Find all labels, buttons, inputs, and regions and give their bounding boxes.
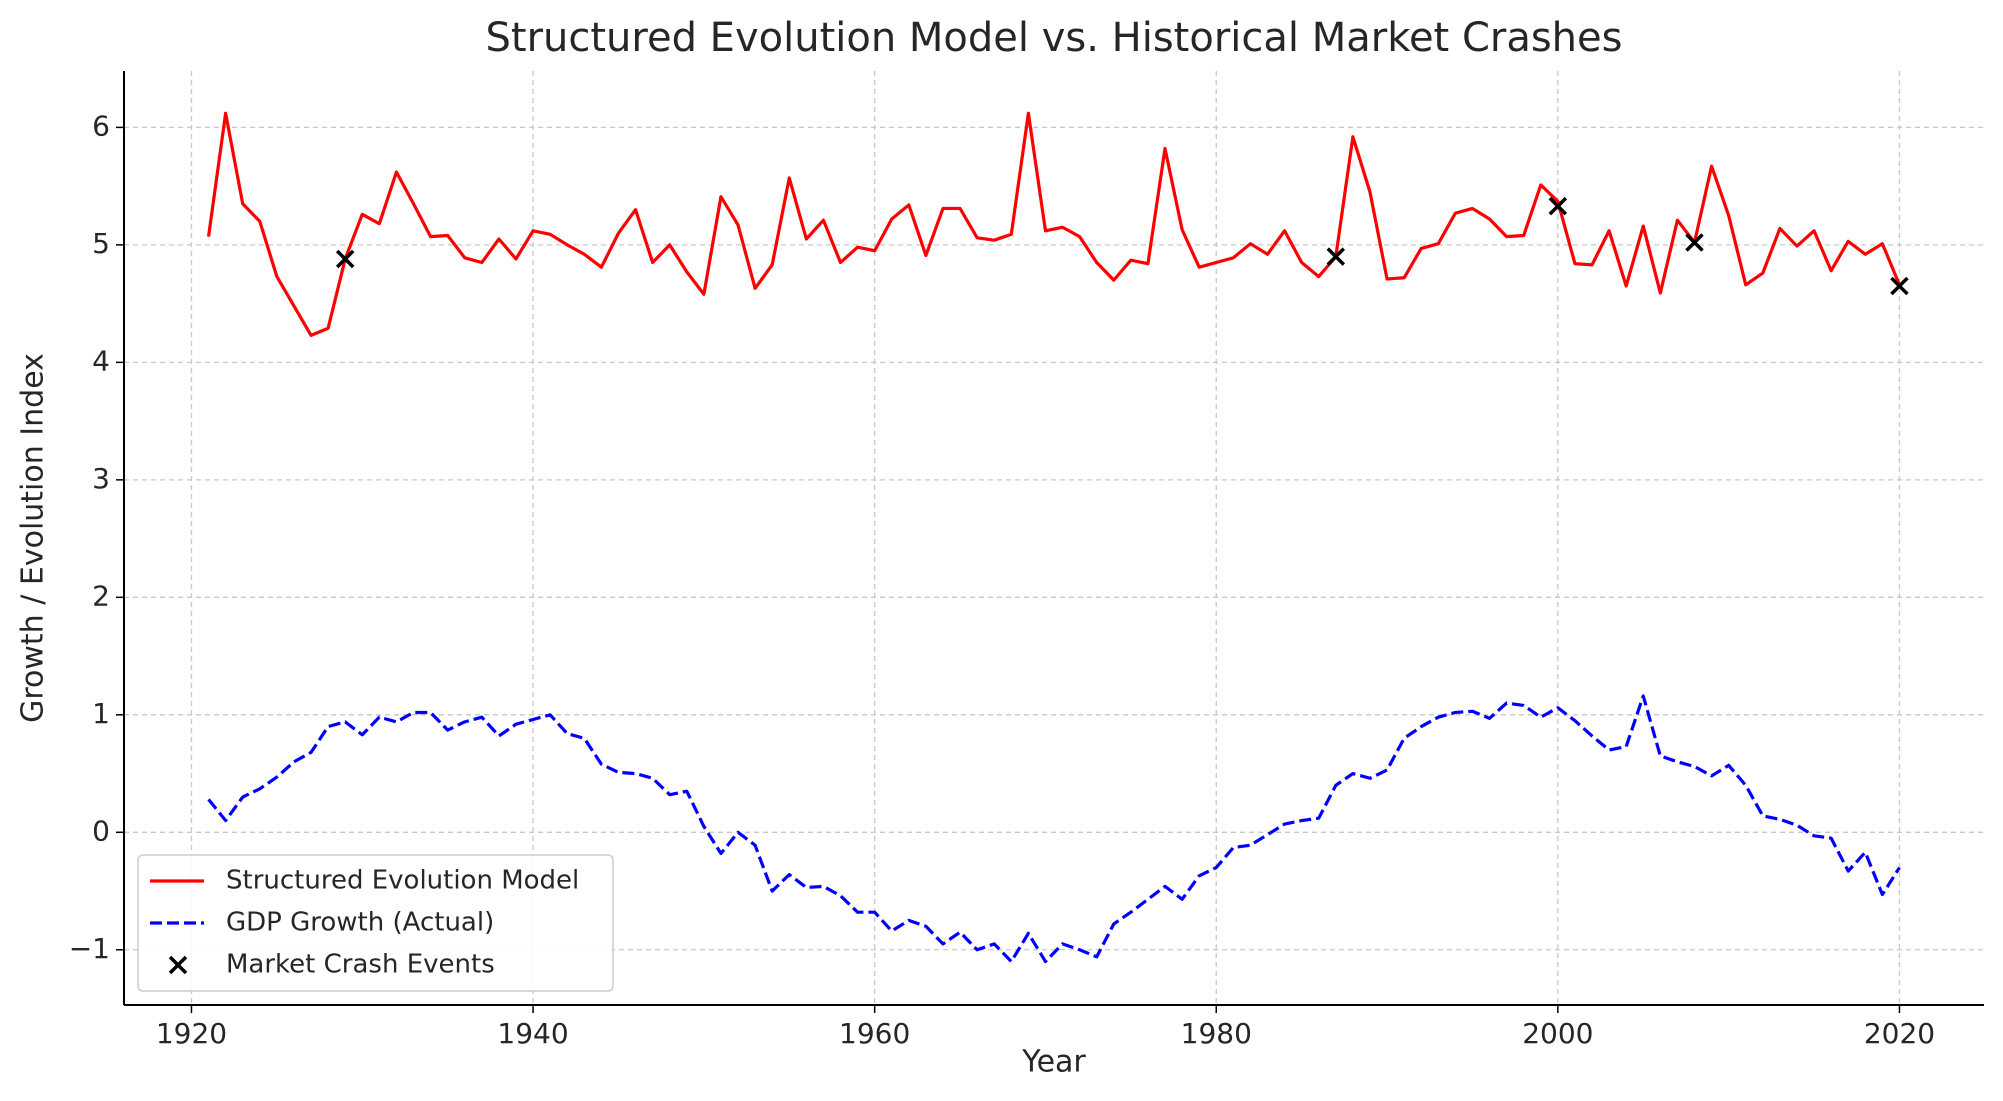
x-tick-label: 1940 — [497, 1017, 568, 1050]
y-tick-label: 0 — [92, 814, 110, 847]
crash-marker — [1685, 233, 1704, 252]
y-tick-label: 5 — [92, 227, 110, 260]
crash-marker — [1326, 247, 1346, 266]
x-tick-label: 1920 — [156, 1017, 227, 1050]
chart-title: Structured Evolution Model vs. Historica… — [486, 15, 1623, 61]
x-tick-label: 2000 — [1522, 1017, 1593, 1050]
y-tick-label: 1 — [92, 697, 110, 730]
legend-label: Market Crash Events — [226, 950, 495, 980]
crash-marker — [335, 249, 355, 269]
y-tick-label: 4 — [92, 344, 110, 377]
y-tick-label: 2 — [92, 579, 110, 612]
x-tick-label: 2020 — [1864, 1017, 1935, 1050]
legend: Structured Evolution Model GDP Growth (Ac… — [137, 854, 614, 992]
y-axis-label: Growth / Evolution Index — [16, 353, 51, 723]
series-line — [207, 694, 1901, 964]
legend-label: Structured Evolution Model — [226, 866, 579, 896]
y-tick-label: 3 — [92, 462, 110, 495]
x-tick-label: 1980 — [1181, 1017, 1252, 1050]
x-tick-label: 1960 — [839, 1017, 910, 1050]
crash-marker — [1548, 196, 1568, 216]
x-axis-label: Year — [1021, 1045, 1086, 1080]
legend-box — [137, 854, 614, 992]
legend-marker — [168, 955, 188, 975]
crash-marker — [1890, 276, 1909, 296]
y-tick-label: 6 — [92, 109, 110, 142]
y-tick-label: −1 — [69, 932, 110, 965]
series-line — [206, 111, 1901, 337]
legend-label: GDP Growth (Actual) — [226, 908, 494, 938]
